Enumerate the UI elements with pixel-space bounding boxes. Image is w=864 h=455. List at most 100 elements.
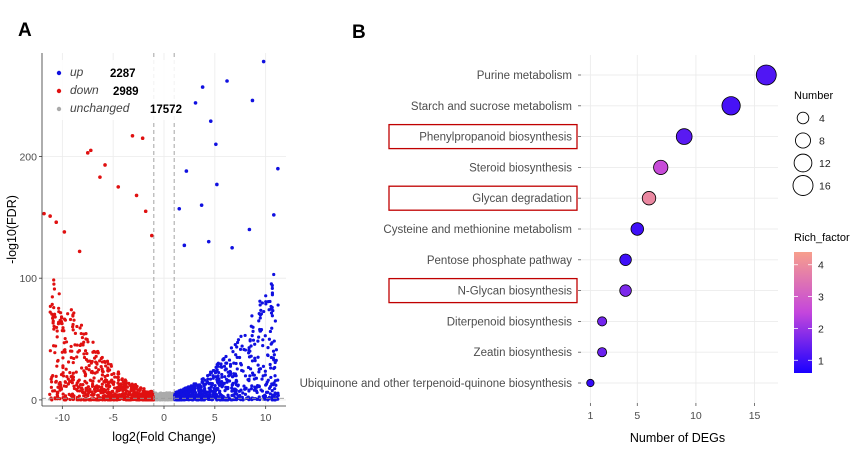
volcano-point bbox=[215, 396, 219, 401]
volcano-point bbox=[276, 303, 280, 307]
pathway-label: Purine metabolism bbox=[477, 70, 572, 82]
highlight-boxes bbox=[388, 123, 578, 304]
volcano-point bbox=[190, 398, 194, 402]
pathway-label: Diterpenoid biosynthesis bbox=[447, 316, 573, 328]
volcano-point bbox=[71, 360, 75, 365]
volcano-point bbox=[249, 344, 253, 348]
volcano-point bbox=[228, 369, 232, 374]
volcano-point bbox=[83, 349, 88, 353]
volcano-point bbox=[235, 340, 240, 345]
volcano-point bbox=[272, 353, 276, 357]
volcano-point bbox=[241, 391, 245, 395]
volcano-point bbox=[228, 364, 233, 368]
volcano-point bbox=[72, 356, 76, 361]
volcano-point bbox=[71, 395, 75, 399]
color-legend-label: 1 bbox=[818, 355, 824, 367]
volcano-point bbox=[246, 378, 250, 382]
volcano-point bbox=[271, 308, 275, 313]
volcano-point bbox=[182, 393, 186, 398]
volcano-point bbox=[273, 387, 277, 391]
volcano-point bbox=[85, 351, 89, 356]
volcano-point bbox=[116, 375, 120, 379]
volcano-point bbox=[57, 385, 61, 389]
volcano-point bbox=[267, 337, 271, 341]
volcano-point bbox=[239, 361, 243, 366]
volcano-point bbox=[78, 326, 82, 330]
volcano-point bbox=[273, 365, 277, 370]
volcano-point bbox=[272, 358, 276, 362]
volcano-point bbox=[148, 393, 152, 397]
volcano-point bbox=[85, 367, 89, 371]
volcano-point bbox=[84, 337, 88, 341]
volcano-point bbox=[138, 387, 142, 392]
volcano-point bbox=[232, 361, 236, 365]
volcano-point bbox=[86, 394, 90, 398]
volcano-outlier-point bbox=[272, 213, 276, 217]
volcano-outlier-point bbox=[193, 101, 198, 105]
volcano-point bbox=[55, 335, 59, 339]
volcano-point bbox=[205, 380, 209, 384]
volcano-point bbox=[83, 379, 87, 383]
size-legend-label: 12 bbox=[819, 158, 831, 170]
volcano-point bbox=[80, 335, 85, 340]
volcano-point bbox=[81, 382, 85, 387]
size-legend-circle bbox=[793, 153, 813, 173]
volcano-point bbox=[227, 396, 231, 400]
unchanged-point bbox=[158, 393, 162, 397]
volcano-point bbox=[223, 388, 227, 393]
volcano-outlier-point bbox=[214, 142, 218, 147]
volcano-point bbox=[61, 374, 66, 378]
color-legend-label: 4 bbox=[818, 260, 824, 272]
volcano-point bbox=[52, 324, 56, 328]
volcano-point bbox=[192, 388, 197, 392]
volcano-point bbox=[61, 392, 65, 396]
volcano-point bbox=[100, 355, 104, 360]
volcano-point bbox=[268, 384, 273, 389]
volcano-point bbox=[112, 371, 116, 376]
bubble-point bbox=[597, 347, 608, 358]
volcano-point bbox=[101, 396, 105, 400]
bubble-x-tick-label: 1 bbox=[587, 410, 593, 422]
unchanged-point bbox=[167, 398, 171, 401]
volcano-point bbox=[249, 387, 253, 391]
volcano-point bbox=[179, 398, 184, 402]
volcano-point bbox=[117, 388, 121, 392]
volcano-point bbox=[199, 398, 203, 402]
volcano-point bbox=[203, 378, 207, 382]
volcano-point bbox=[266, 353, 270, 357]
volcano-point bbox=[212, 386, 216, 391]
volcano-point bbox=[276, 397, 280, 401]
volcano-point bbox=[258, 313, 263, 317]
volcano-point bbox=[132, 383, 136, 387]
volcano-point bbox=[189, 386, 193, 391]
volcano-point bbox=[253, 385, 257, 389]
volcano-point bbox=[100, 369, 105, 373]
volcano-point bbox=[203, 390, 207, 394]
volcano-point bbox=[63, 380, 67, 384]
volcano-point bbox=[102, 379, 106, 384]
volcano-point bbox=[256, 339, 260, 343]
volcano-point bbox=[257, 370, 261, 374]
volcano-point bbox=[220, 375, 224, 379]
volcano-point bbox=[235, 355, 239, 359]
volcano-point bbox=[200, 394, 205, 398]
volcano-point bbox=[88, 378, 92, 382]
volcano-point bbox=[213, 389, 218, 393]
volcano-point bbox=[79, 398, 83, 402]
volcano-point bbox=[270, 286, 274, 290]
volcano-point bbox=[276, 391, 280, 395]
enrichment-bubble-plot: Purine metabolism Starch and sucrose meta… bbox=[300, 55, 850, 445]
volcano-point bbox=[91, 340, 95, 344]
volcano-point bbox=[273, 391, 277, 395]
volcano-point bbox=[51, 314, 55, 319]
volcano-point bbox=[75, 355, 79, 359]
volcano-point bbox=[48, 304, 52, 308]
volcano-point bbox=[247, 351, 251, 355]
volcano-point bbox=[68, 349, 73, 353]
volcano-point bbox=[213, 384, 217, 388]
volcano-point bbox=[250, 314, 254, 318]
volcano-point bbox=[52, 287, 57, 291]
volcano-point bbox=[258, 303, 262, 307]
volcano-point bbox=[135, 392, 139, 396]
